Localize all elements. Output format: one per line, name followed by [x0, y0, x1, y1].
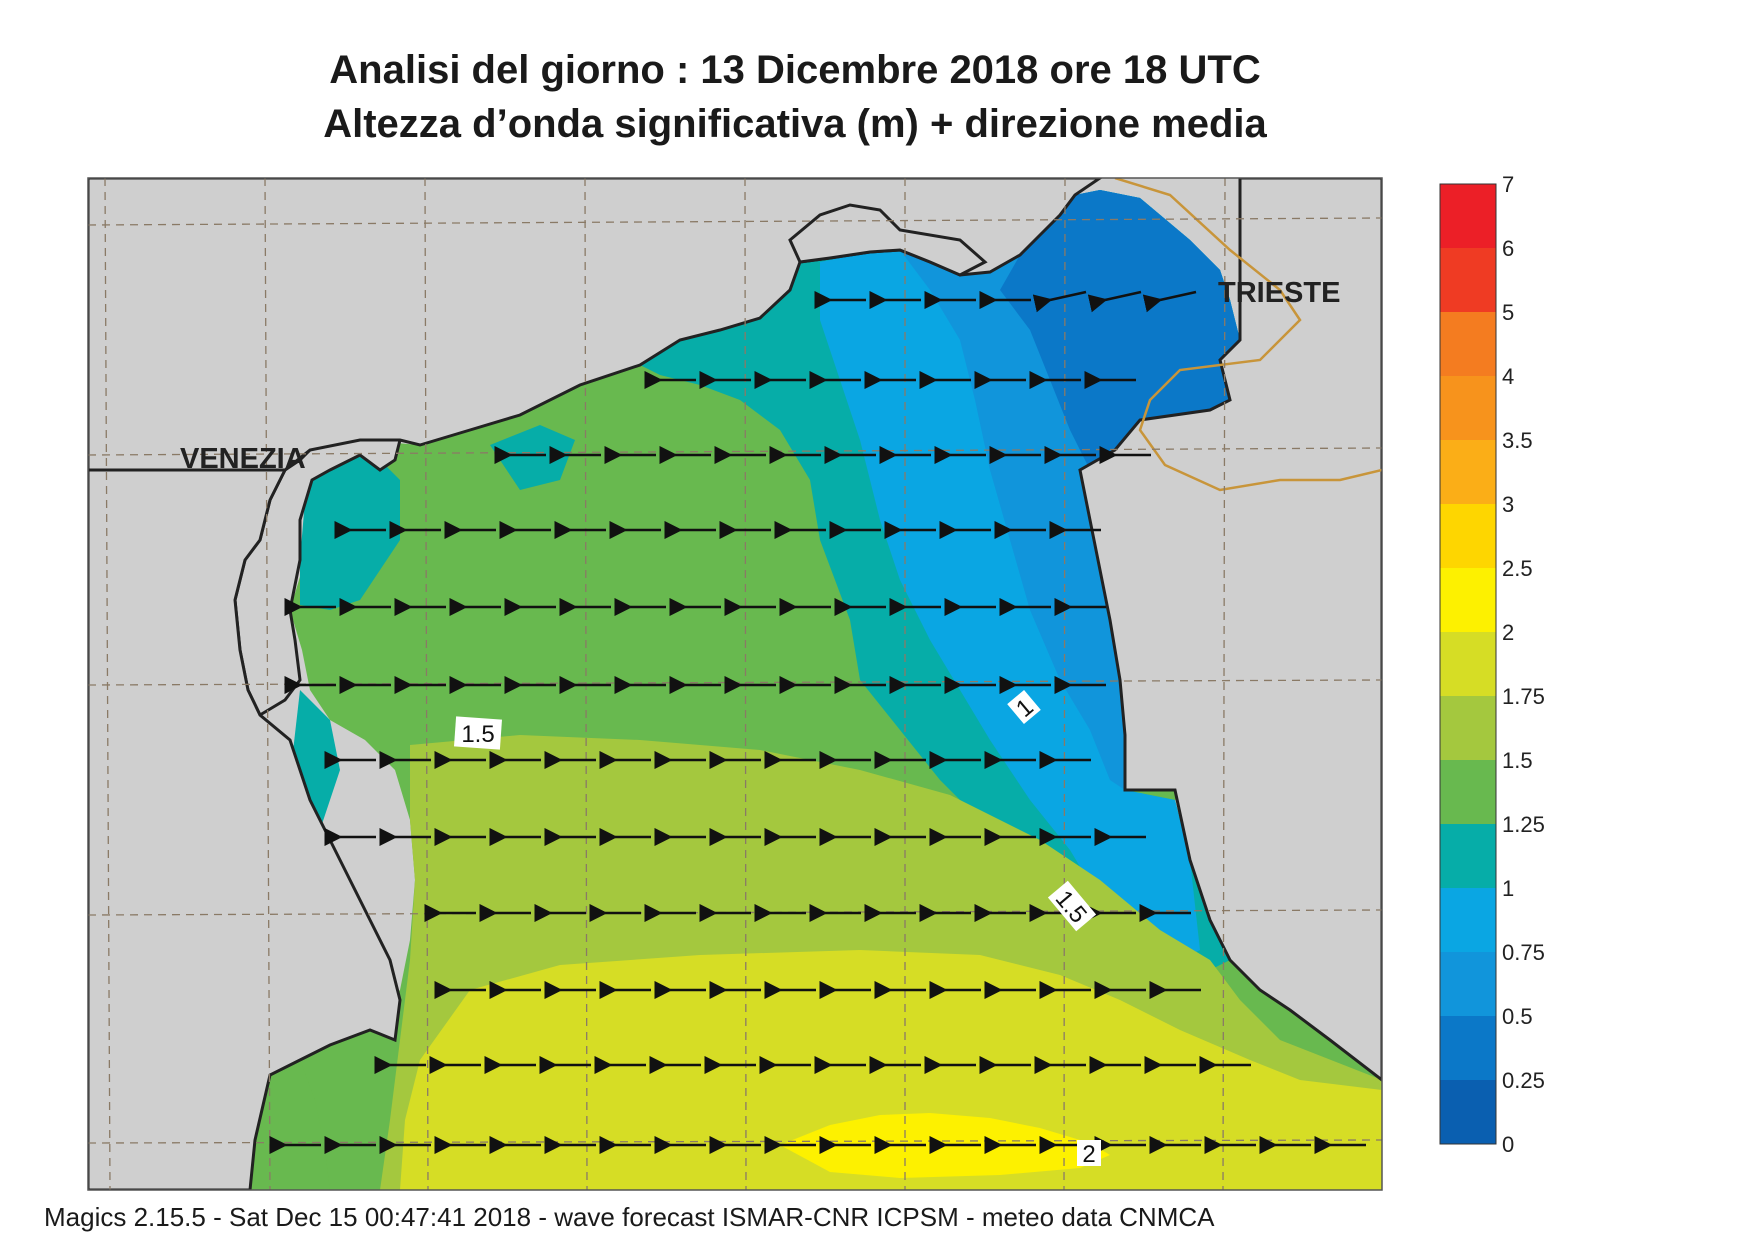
- band-1-1.25-inlet: [490, 425, 575, 490]
- wave-arrow: [1032, 290, 1087, 313]
- legend-swatch: [1440, 568, 1496, 632]
- footer-credits: Magics 2.15.5 - Sat Dec 15 00:47:41 2018…: [44, 1202, 1215, 1232]
- legend-swatch: [1440, 952, 1496, 1016]
- grado-land: [788, 203, 988, 277]
- legend-swatch: [1440, 248, 1496, 312]
- legend-tick-label: 0.75: [1502, 940, 1545, 965]
- legend-tick-label: 1.75: [1502, 684, 1545, 709]
- band-0.25-0.5: [1000, 190, 1240, 470]
- wave-direction-arrows: [269, 290, 1366, 1155]
- legend-swatch: [1440, 376, 1496, 440]
- city-label-trieste: TRIESTE: [1218, 277, 1340, 309]
- legend-swatch: [1440, 504, 1496, 568]
- legend-tick-label: 2: [1502, 620, 1514, 645]
- map-frame: [87, 177, 1383, 1191]
- legend-tick-label: 0: [1502, 1132, 1514, 1157]
- legend-swatch: [1440, 1080, 1496, 1144]
- legend-tick-label: 5: [1502, 300, 1514, 325]
- legend-swatch: [1440, 312, 1496, 376]
- map-title-line2: Altezza d’onda significativa (m) + direz…: [323, 102, 1267, 146]
- wave-arrow: [1142, 290, 1197, 313]
- legend-tick-label: 1: [1502, 876, 1514, 901]
- legend-tick-label: 7: [1502, 172, 1514, 197]
- contour-label: 2: [1077, 1140, 1101, 1168]
- legend-swatch: [1440, 1016, 1496, 1080]
- band-1.75-2: [400, 950, 1382, 1190]
- legend-tick-label: 3.5: [1502, 428, 1533, 453]
- legend-tick-label: 0.5: [1502, 1004, 1533, 1029]
- national-border: [1114, 178, 1382, 492]
- legend-tick-label: 6: [1502, 236, 1514, 261]
- legend-swatch: [1440, 696, 1496, 760]
- legend-swatch: [1440, 184, 1496, 248]
- legend-swatch: [1440, 824, 1496, 888]
- legend-tick-label: 2.5: [1502, 556, 1533, 581]
- legend-tick-label: 0.25: [1502, 1068, 1545, 1093]
- legend-tick-label: 1.5: [1502, 748, 1533, 773]
- legend-tick-label: 3: [1502, 492, 1514, 517]
- legend-tick-label: 4: [1502, 364, 1514, 389]
- svg-text:2: 2: [1082, 1141, 1095, 1168]
- map-title-line1: Analisi del giorno : 13 Dicembre 2018 or…: [329, 48, 1261, 92]
- legend-swatch: [1440, 760, 1496, 824]
- legend-frame: [1439, 183, 1497, 1145]
- contour-label: 1.5: [454, 716, 502, 750]
- svg-text:1.5: 1.5: [461, 721, 494, 748]
- color-legend: 7 6 5 4 3.5 3 2.5 2 1.75 1.5 1.25 1 0.75 0.5 0.25 0: [1439, 172, 1545, 1157]
- legend-swatch: [1440, 888, 1496, 952]
- legend-swatch: [1440, 440, 1496, 504]
- wave-arrow: [1087, 290, 1142, 313]
- istria-land: [1078, 178, 1382, 1082]
- legend-tick-label: 1.25: [1502, 812, 1545, 837]
- legend-swatch: [1440, 632, 1496, 696]
- city-label-venezia: VENEZIA: [180, 443, 306, 475]
